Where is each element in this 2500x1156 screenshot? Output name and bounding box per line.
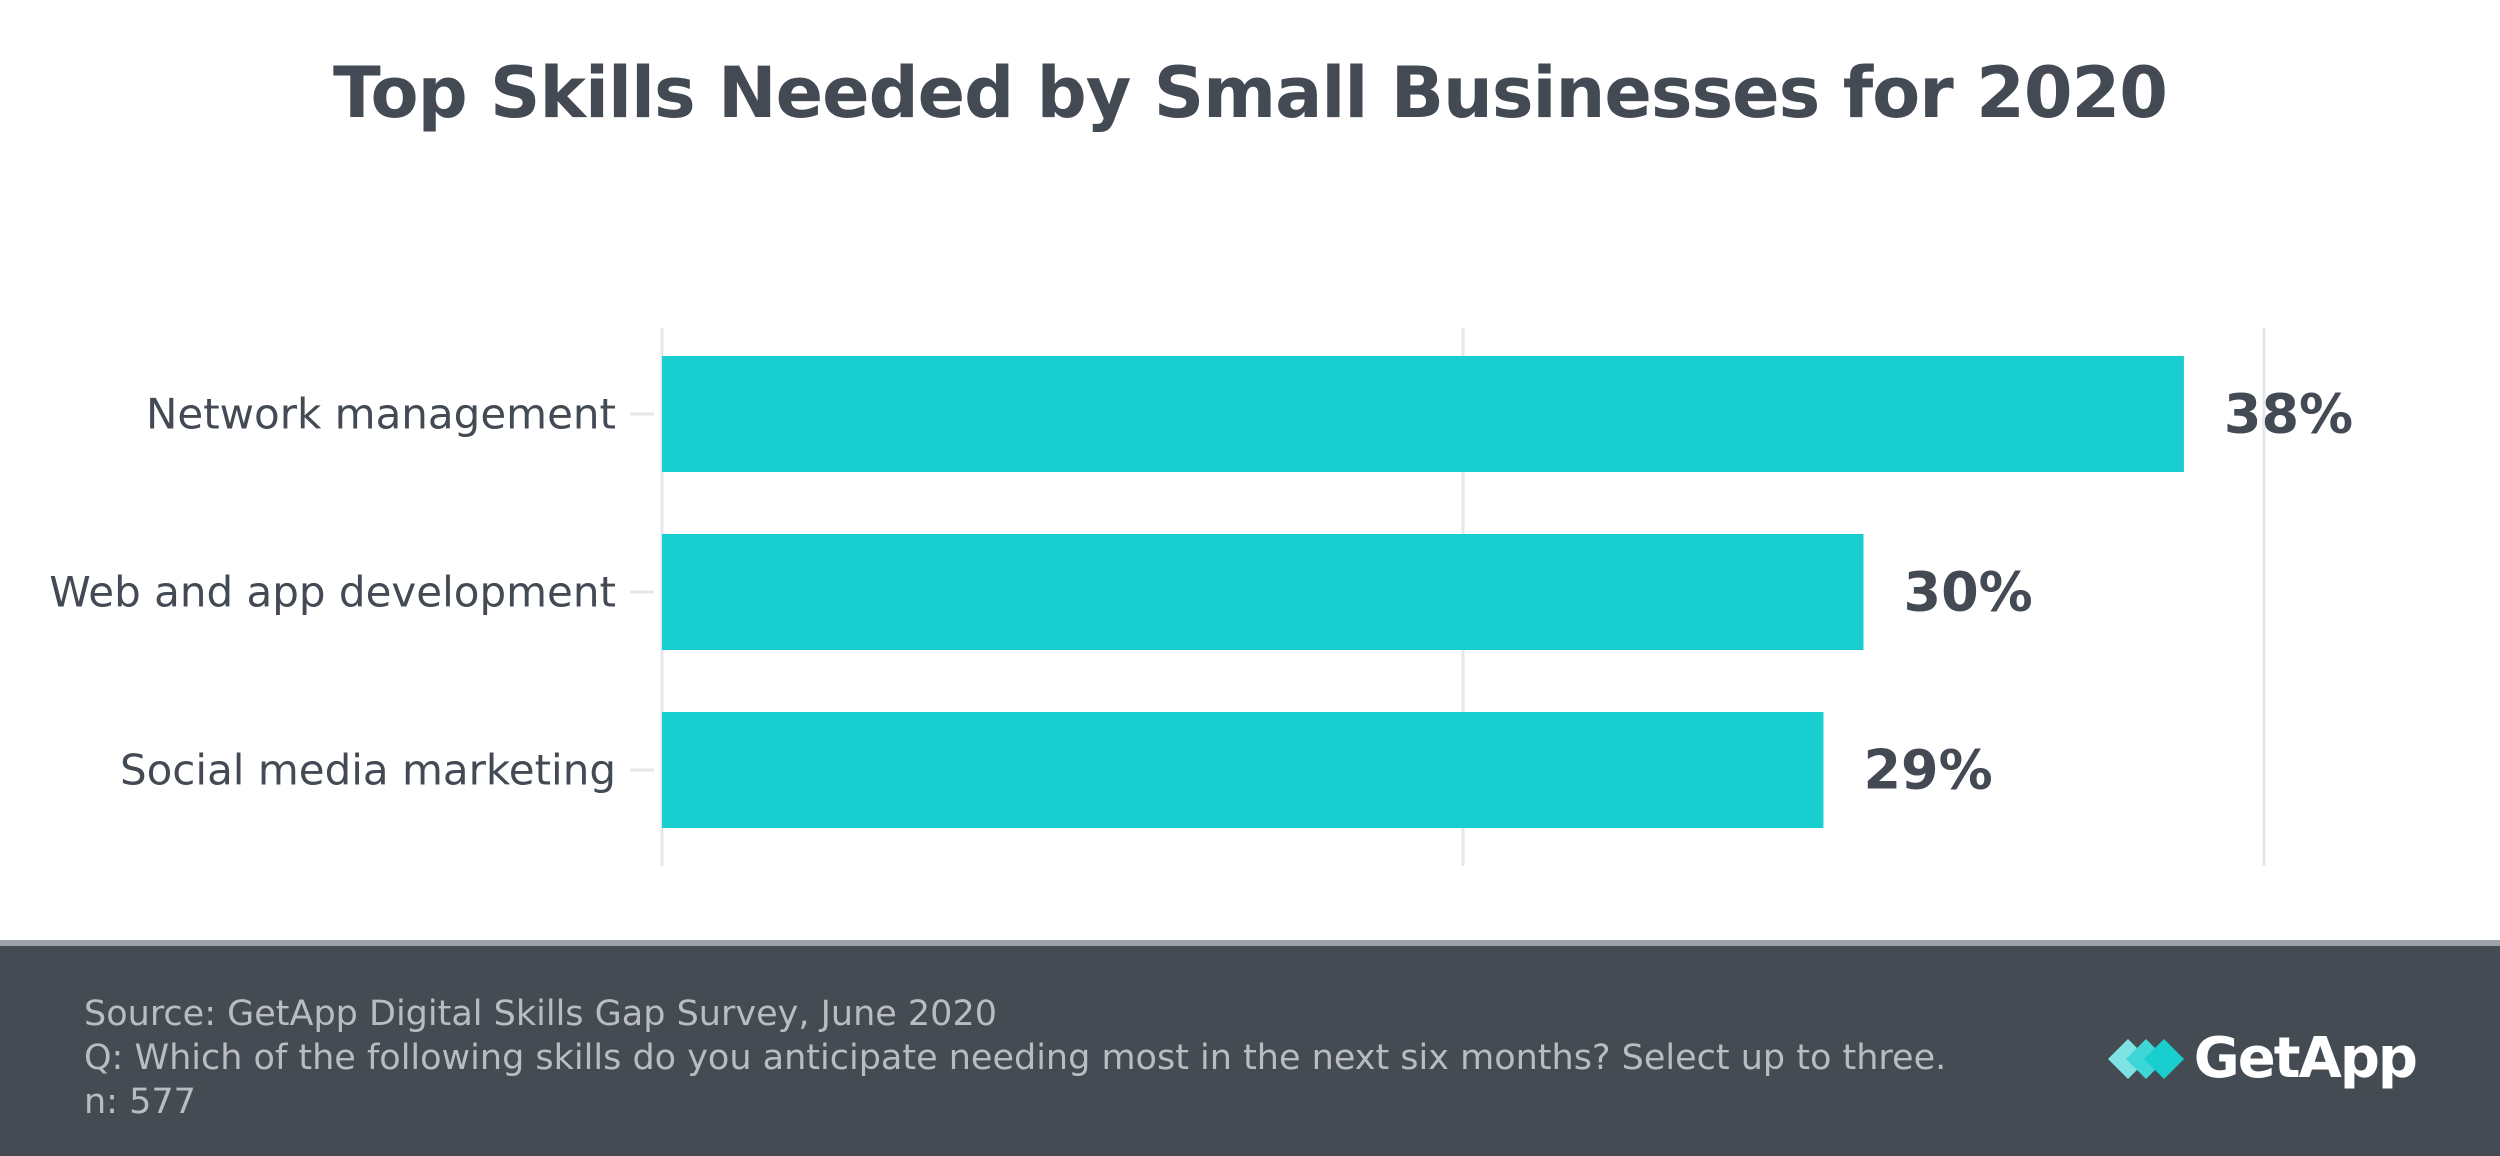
bar-1 (662, 534, 1864, 650)
category-label-0: Network management (146, 390, 616, 439)
value-label-2: 29% (1863, 739, 1992, 802)
value-label-0: 38% (2224, 383, 2353, 446)
footer: Source: GetApp Digital Skills Gap Survey… (0, 940, 2500, 1156)
bar-0 (662, 356, 2184, 472)
chart-title: Top Skills Needed by Small Businesses fo… (333, 52, 2168, 134)
chart-value-labels: 38% 30% 29% (1863, 383, 2353, 802)
getapp-logo: GetApp (2107, 1026, 2418, 1091)
bar-chart: Network management Web and app developmen… (49, 328, 2353, 866)
chart-category-labels: Network management Web and app developmen… (49, 390, 616, 795)
footer-notes: Source: GetApp Digital Skills Gap Survey… (84, 992, 1946, 1124)
bar-2 (662, 712, 1824, 828)
chart-tick-marks (630, 412, 654, 772)
category-label-2: Social media marketing (120, 746, 616, 795)
brand-name: GetApp (2193, 1026, 2418, 1091)
getapp-logo-icon (2107, 1038, 2184, 1079)
category-label-1: Web and app development (49, 568, 616, 617)
value-label-1: 30% (1904, 561, 2033, 624)
chart-bars (662, 356, 2184, 828)
sample-size-note: n: 577 (84, 1082, 196, 1122)
question-note: Q: Which of the following skills do you … (84, 1038, 1947, 1078)
source-note: Source: GetApp Digital Skills Gap Survey… (84, 994, 997, 1034)
